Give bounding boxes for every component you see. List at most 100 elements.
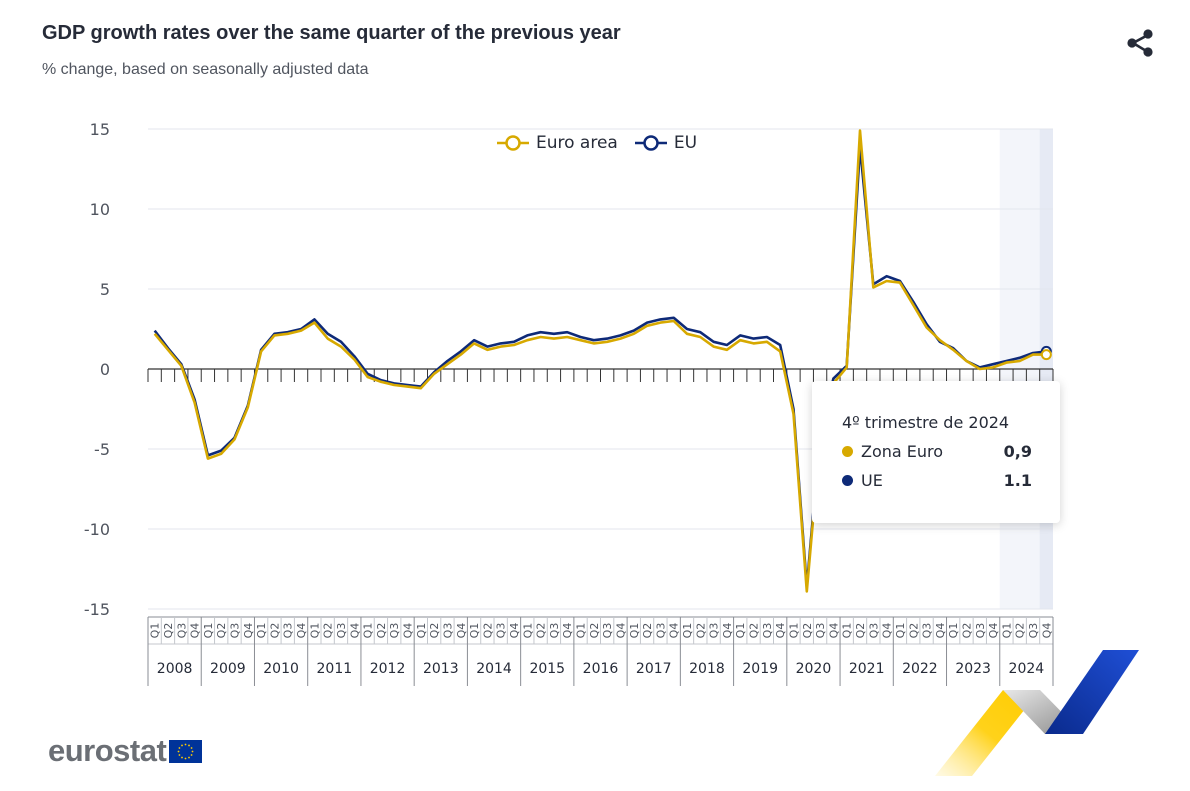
quarter-label: Q3 — [175, 623, 188, 639]
quarter-label: Q2 — [641, 623, 654, 639]
year-label: 2018 — [689, 661, 725, 677]
quarter-label: Q3 — [708, 623, 721, 639]
quarter-label: Q2 — [854, 623, 867, 639]
year-label: 2013 — [423, 661, 459, 677]
quarter-label: Q3 — [921, 623, 934, 639]
quarter-label: Q1 — [202, 623, 215, 639]
flag-star — [181, 756, 184, 758]
flag-star — [181, 744, 184, 746]
year-label: 2021 — [849, 661, 885, 677]
quarter-label: Q4 — [508, 623, 521, 639]
quarter-label: Q4 — [881, 623, 894, 639]
quarter-label: Q4 — [189, 623, 202, 639]
quarter-label: Q2 — [481, 623, 494, 639]
quarter-label: Q4 — [242, 623, 255, 639]
quarter-label: Q1 — [947, 623, 960, 639]
share-icon[interactable] — [1124, 26, 1158, 60]
legend-item-eu[interactable]: EU — [634, 133, 697, 153]
quarter-label: Q3 — [867, 623, 880, 639]
year-label: 2020 — [796, 661, 832, 677]
flag-star — [190, 753, 193, 756]
tooltip: 4º trimestre de 2024 Zona Euro 0,9 UE 1.… — [812, 381, 1060, 523]
quarter-label: Q1 — [468, 623, 481, 639]
quarter-label: Q4 — [721, 623, 734, 639]
y-axis-labels: 15 10 5 0 -5 -10 -15 — [84, 120, 110, 619]
quarter-label: Q1 — [575, 623, 588, 639]
year-label: 2023 — [955, 661, 991, 677]
year-label: 2009 — [210, 661, 246, 677]
quarter-label: Q1 — [787, 623, 800, 639]
year-label: 2010 — [263, 661, 299, 677]
quarter-label: Q4 — [561, 623, 574, 639]
quarter-label: Q1 — [308, 623, 321, 639]
quarter-label: Q1 — [362, 623, 375, 639]
quarter-label: Q3 — [1027, 623, 1040, 639]
tooltip-header: 4º trimestre de 2024 — [842, 413, 1010, 432]
legend-label-euro-area: Euro area — [536, 133, 618, 153]
quarter-label: Q2 — [801, 623, 814, 639]
tooltip-series-value: 0,9 — [1003, 442, 1032, 461]
y-tick-label: -10 — [84, 520, 110, 539]
quarter-label: Q1 — [415, 623, 428, 639]
quarter-label: Q3 — [974, 623, 987, 639]
year-label: 2017 — [636, 661, 672, 677]
year-label: 2016 — [583, 661, 619, 677]
flag-star — [188, 744, 191, 746]
quarter-label: Q2 — [748, 623, 761, 639]
flag-star — [188, 756, 191, 758]
legend-line-marker-icon — [634, 135, 667, 151]
quarter-label: Q3 — [654, 623, 667, 639]
chart-title: GDP growth rates over the same quarter o… — [42, 22, 621, 44]
quarter-label: Q4 — [987, 623, 1000, 639]
tooltip-row-eu: UE 1.1 — [842, 471, 1032, 490]
eurostat-logo[interactable]: eurostat — [48, 733, 203, 769]
quarter-label: Q3 — [441, 623, 454, 639]
quarter-label: Q2 — [322, 623, 335, 639]
quarter-label: Q4 — [614, 623, 627, 639]
eu-flag-icon — [169, 739, 203, 763]
legend: Euro area EU — [496, 133, 697, 153]
quarter-label: Q3 — [761, 623, 774, 639]
quarter-label: Q2 — [907, 623, 920, 639]
series-line-euro-area — [153, 129, 1047, 593]
quarter-label: Q1 — [521, 623, 534, 639]
flag-star — [191, 750, 194, 752]
quarter-label: Q3 — [548, 623, 561, 639]
tooltip-series-value: 1.1 — [1003, 471, 1032, 490]
flag-star — [184, 757, 187, 759]
quarter-label: Q2 — [588, 623, 601, 639]
quarter-label: Q1 — [894, 623, 907, 639]
year-label: 2022 — [902, 661, 938, 677]
legend-label-eu: EU — [673, 133, 698, 153]
legend-line-marker-icon — [497, 135, 529, 151]
quarter-label: Q4 — [455, 623, 468, 639]
y-tick-label: 10 — [90, 200, 110, 219]
quarter-label: Q3 — [814, 623, 827, 639]
quarter-label: Q4 — [402, 623, 415, 639]
quarter-label: Q2 — [215, 623, 228, 639]
year-label: 2015 — [529, 661, 565, 677]
flag-star — [190, 746, 193, 749]
quarter-label: Q2 — [428, 623, 441, 639]
decorative-chevron-graphic — [935, 650, 1139, 776]
legend-item-euro-area[interactable]: Euro area — [496, 133, 618, 153]
year-label: 2019 — [742, 661, 778, 677]
quarter-label: Q2 — [694, 623, 707, 639]
y-tick-label: 0 — [100, 360, 110, 379]
year-label: 2011 — [317, 661, 353, 677]
quarter-label: Q3 — [335, 623, 348, 639]
flag-star — [184, 743, 187, 745]
quarter-label: Q1 — [255, 623, 268, 639]
flag-star — [177, 750, 180, 752]
quarter-label: Q3 — [388, 623, 401, 639]
quarter-label: Q4 — [348, 623, 361, 639]
hover-marker-euro-area — [1040, 349, 1052, 361]
year-label: 2014 — [476, 661, 512, 677]
y-tick-label: -15 — [84, 600, 110, 619]
quarter-label: Q2 — [960, 623, 973, 639]
eurostat-wordmark: eurostat — [48, 733, 167, 768]
chart-subtitle: % change, based on seasonally adjusted d… — [42, 61, 369, 78]
series-dot-icon — [842, 446, 853, 457]
